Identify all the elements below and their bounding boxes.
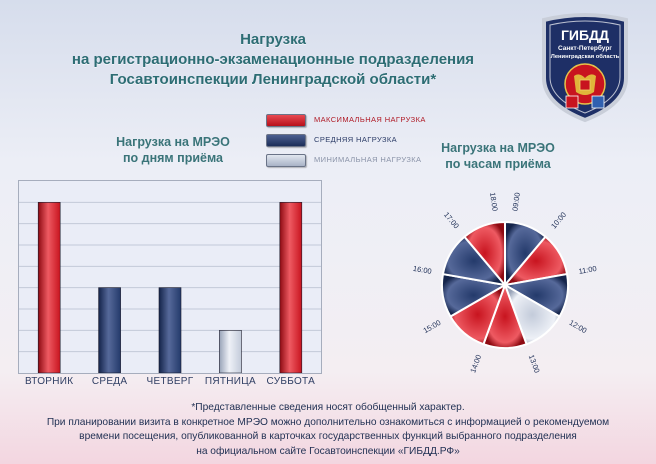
footer-line: *Представленные сведения носят обобщенны… xyxy=(191,402,465,413)
pie-chart-title-line: по часам приёма xyxy=(445,157,551,171)
page-title: Нагрузка на регистрационно-экзаменационн… xyxy=(30,30,516,90)
legend: МАКСИМАЛЬНАЯ НАГРУЗКА СРЕДНЯЯ НАГРУЗКА М… xyxy=(262,112,462,172)
legend-swatch-min xyxy=(266,154,306,167)
footer-line: на официальном сайте Госавтоинспекции «Г… xyxy=(196,445,460,457)
bar-4 xyxy=(219,330,242,373)
badge-region: Ленинградская область xyxy=(551,53,620,60)
bar-chart-svg xyxy=(19,201,321,373)
gibdd-emblem-badge-icon: ГИБДД Санкт-Петербург Ленинградская обла… xyxy=(542,13,628,123)
bar-category-label: ВТОРНИК xyxy=(24,376,74,387)
legend-label-avg: СРЕДНЯЯ НАГРУЗКА xyxy=(314,135,398,144)
pie-hour-label: 14:00 xyxy=(468,353,483,374)
title-line: Госавтоинспекции Ленинградской области* xyxy=(109,71,437,88)
pie-chart-svg: 09:00 10:00 11:00 12:00 13:00 14:00 15:00 16:00… xyxy=(412,192,598,374)
pie-hour-label: 18:00 xyxy=(488,192,500,212)
pie-hour-label: 17:00 xyxy=(442,210,461,230)
legend-label-max: МАКСИМАЛЬНАЯ НАГРУЗКА xyxy=(314,115,426,124)
bar-category-label: ЧЕТВЕРГ xyxy=(146,376,194,387)
pie-hour-label: 11:00 xyxy=(578,264,598,276)
pie-hour-label: 16:00 xyxy=(412,264,432,276)
pie-hour-label: 13:00 xyxy=(527,353,542,374)
bar-category-label: СУББОТА xyxy=(266,376,316,387)
pie-hour-label: 09:00 xyxy=(510,192,522,212)
footer-line: времени посещения, опубликованной в карт… xyxy=(79,431,577,442)
gibdd-badge-icon: ГИБДД Санкт-Петербург Ленинградская обла… xyxy=(538,12,632,124)
bar-3 xyxy=(158,287,182,373)
legend-swatch-max xyxy=(266,114,306,127)
bar-chart-plot-area xyxy=(18,180,322,374)
footer-line: При планировании визита в конкретное МРЭ… xyxy=(46,416,610,428)
pie-hour-label: 15:00 xyxy=(422,318,443,335)
pie-hour-label: 10:00 xyxy=(549,210,568,230)
badge-title: ГИБДД xyxy=(561,27,609,43)
legend-item-min: МИНИМАЛЬНАЯ НАГРУЗКА xyxy=(262,152,462,172)
legend-swatch-avg xyxy=(266,134,306,147)
title-line: на регистрационно-экзаменационные подраз… xyxy=(71,51,475,68)
legend-label-min: МИНИМАЛЬНАЯ НАГРУЗКА xyxy=(314,155,422,164)
badge-city: Санкт-Петербург xyxy=(558,44,612,52)
bar-chart-title: Нагрузка на МРЭО по дням приёма xyxy=(88,134,258,166)
title-line: Нагрузка xyxy=(240,31,306,48)
pie-slice xyxy=(463,220,506,288)
pie-chart-title-line: Нагрузка на МРЭО xyxy=(441,141,555,155)
bar-5 xyxy=(279,202,303,373)
bar-1 xyxy=(37,202,61,373)
bar-chart-title-line: Нагрузка на МРЭО xyxy=(116,135,230,149)
pie-hour-label: 12:00 xyxy=(568,318,589,335)
pie-chart-title: Нагрузка на МРЭО по часам приёма xyxy=(408,140,588,172)
bar-chart-title-line: по дням приёма xyxy=(122,151,223,165)
footer-note: *Представленные сведения носят обобщенны… xyxy=(0,401,656,459)
bar-2 xyxy=(98,287,121,373)
bar-category-label: ПЯТНИЦА xyxy=(204,376,256,387)
legend-item-max: МАКСИМАЛЬНАЯ НАГРУЗКА xyxy=(262,112,462,132)
bar-category-label: СРЕДА xyxy=(91,376,128,387)
legend-item-avg: СРЕДНЯЯ НАГРУЗКА xyxy=(262,132,462,152)
